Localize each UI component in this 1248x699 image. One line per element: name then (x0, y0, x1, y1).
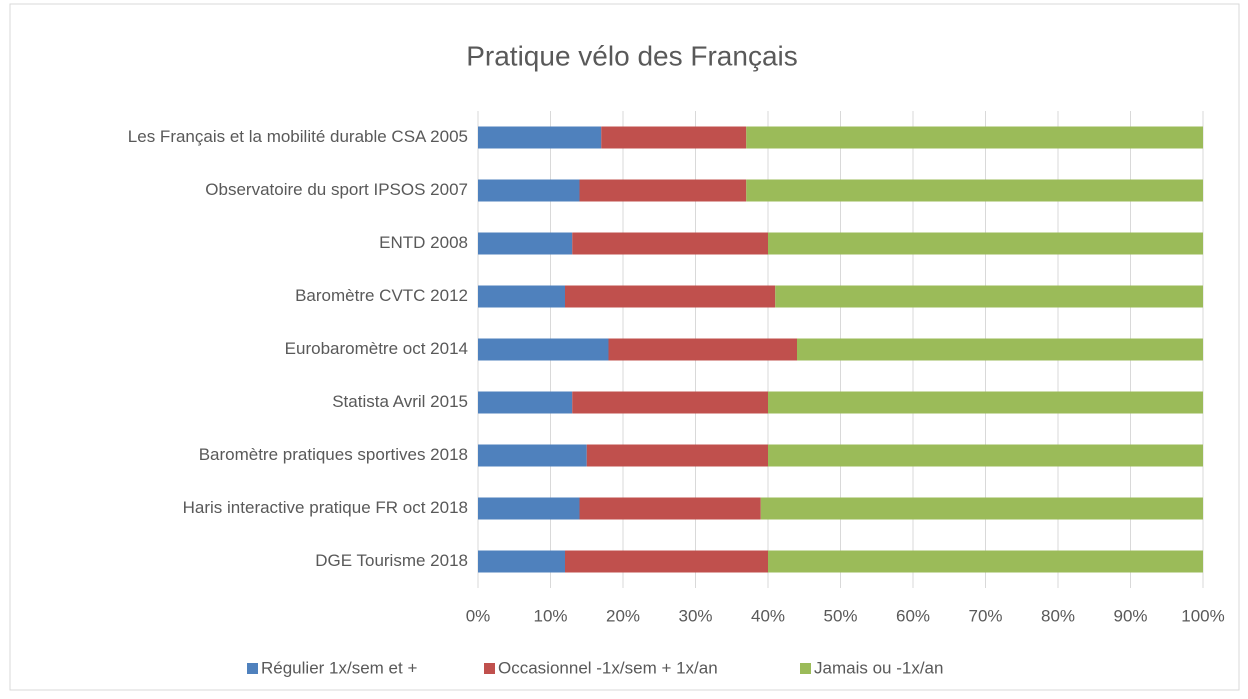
bar-segment (797, 338, 1203, 361)
y-tick-label: ENTD 2008 (379, 233, 468, 252)
x-tick-label: 10% (533, 606, 567, 625)
bar-segment (768, 550, 1203, 573)
y-tick-label: Les Français et la mobilité durable CSA … (128, 127, 468, 146)
x-tick-label: 100% (1181, 606, 1224, 625)
x-tick-label: 40% (751, 606, 785, 625)
y-tick-label: DGE Tourisme 2018 (315, 551, 468, 570)
legend-label: Régulier 1x/sem et + (261, 658, 417, 677)
x-tick-label: 70% (968, 606, 1002, 625)
y-tick-label: Baromètre CVTC 2012 (295, 286, 468, 305)
bar-segment (760, 497, 1203, 520)
bar-segment (565, 550, 768, 573)
x-tick-label: 90% (1113, 606, 1147, 625)
bar-segment (478, 550, 565, 573)
bar-segment (478, 285, 565, 308)
bar-segment (746, 179, 1203, 202)
bar-segment (478, 126, 602, 149)
bar-segment (768, 232, 1203, 255)
bar-segment (579, 179, 747, 202)
bar-segment (768, 444, 1203, 467)
y-tick-label: Statista Avril 2015 (332, 392, 468, 411)
x-tick-label: 50% (823, 606, 857, 625)
legend-swatch (247, 663, 258, 674)
bar-segment (478, 497, 580, 520)
bar-segment (601, 126, 747, 149)
x-tick-label: 80% (1041, 606, 1075, 625)
x-tick-label: 0% (466, 606, 491, 625)
bar-segment (565, 285, 776, 308)
legend-swatch (800, 663, 811, 674)
legend-label: Jamais ou -1x/an (814, 658, 943, 677)
bar-segment (478, 391, 573, 414)
chart-title: Pratique vélo des Français (466, 40, 798, 71)
x-tick-label: 60% (896, 606, 930, 625)
bar-segment (768, 391, 1203, 414)
bar-segment (478, 179, 580, 202)
y-tick-label: Baromètre pratiques sportives 2018 (199, 445, 468, 464)
legend-label: Occasionnel -1x/sem + 1x/an (498, 658, 718, 677)
bar-segment (572, 232, 768, 255)
bar-segment (775, 285, 1203, 308)
bar-segment (579, 497, 761, 520)
bar-segment (478, 232, 573, 255)
bar-segment (478, 338, 609, 361)
bar-segment (572, 391, 768, 414)
bar-segment (478, 444, 587, 467)
y-tick-label: Haris interactive pratique FR oct 2018 (183, 498, 468, 517)
y-tick-label: Observatoire du sport IPSOS 2007 (205, 180, 468, 199)
x-tick-label: 20% (606, 606, 640, 625)
legend-swatch (484, 663, 495, 674)
bar-segment (586, 444, 768, 467)
x-tick-label: 30% (678, 606, 712, 625)
bar-segment (608, 338, 797, 361)
y-tick-label: Eurobaromètre oct 2014 (285, 339, 468, 358)
bar-segment (746, 126, 1203, 149)
